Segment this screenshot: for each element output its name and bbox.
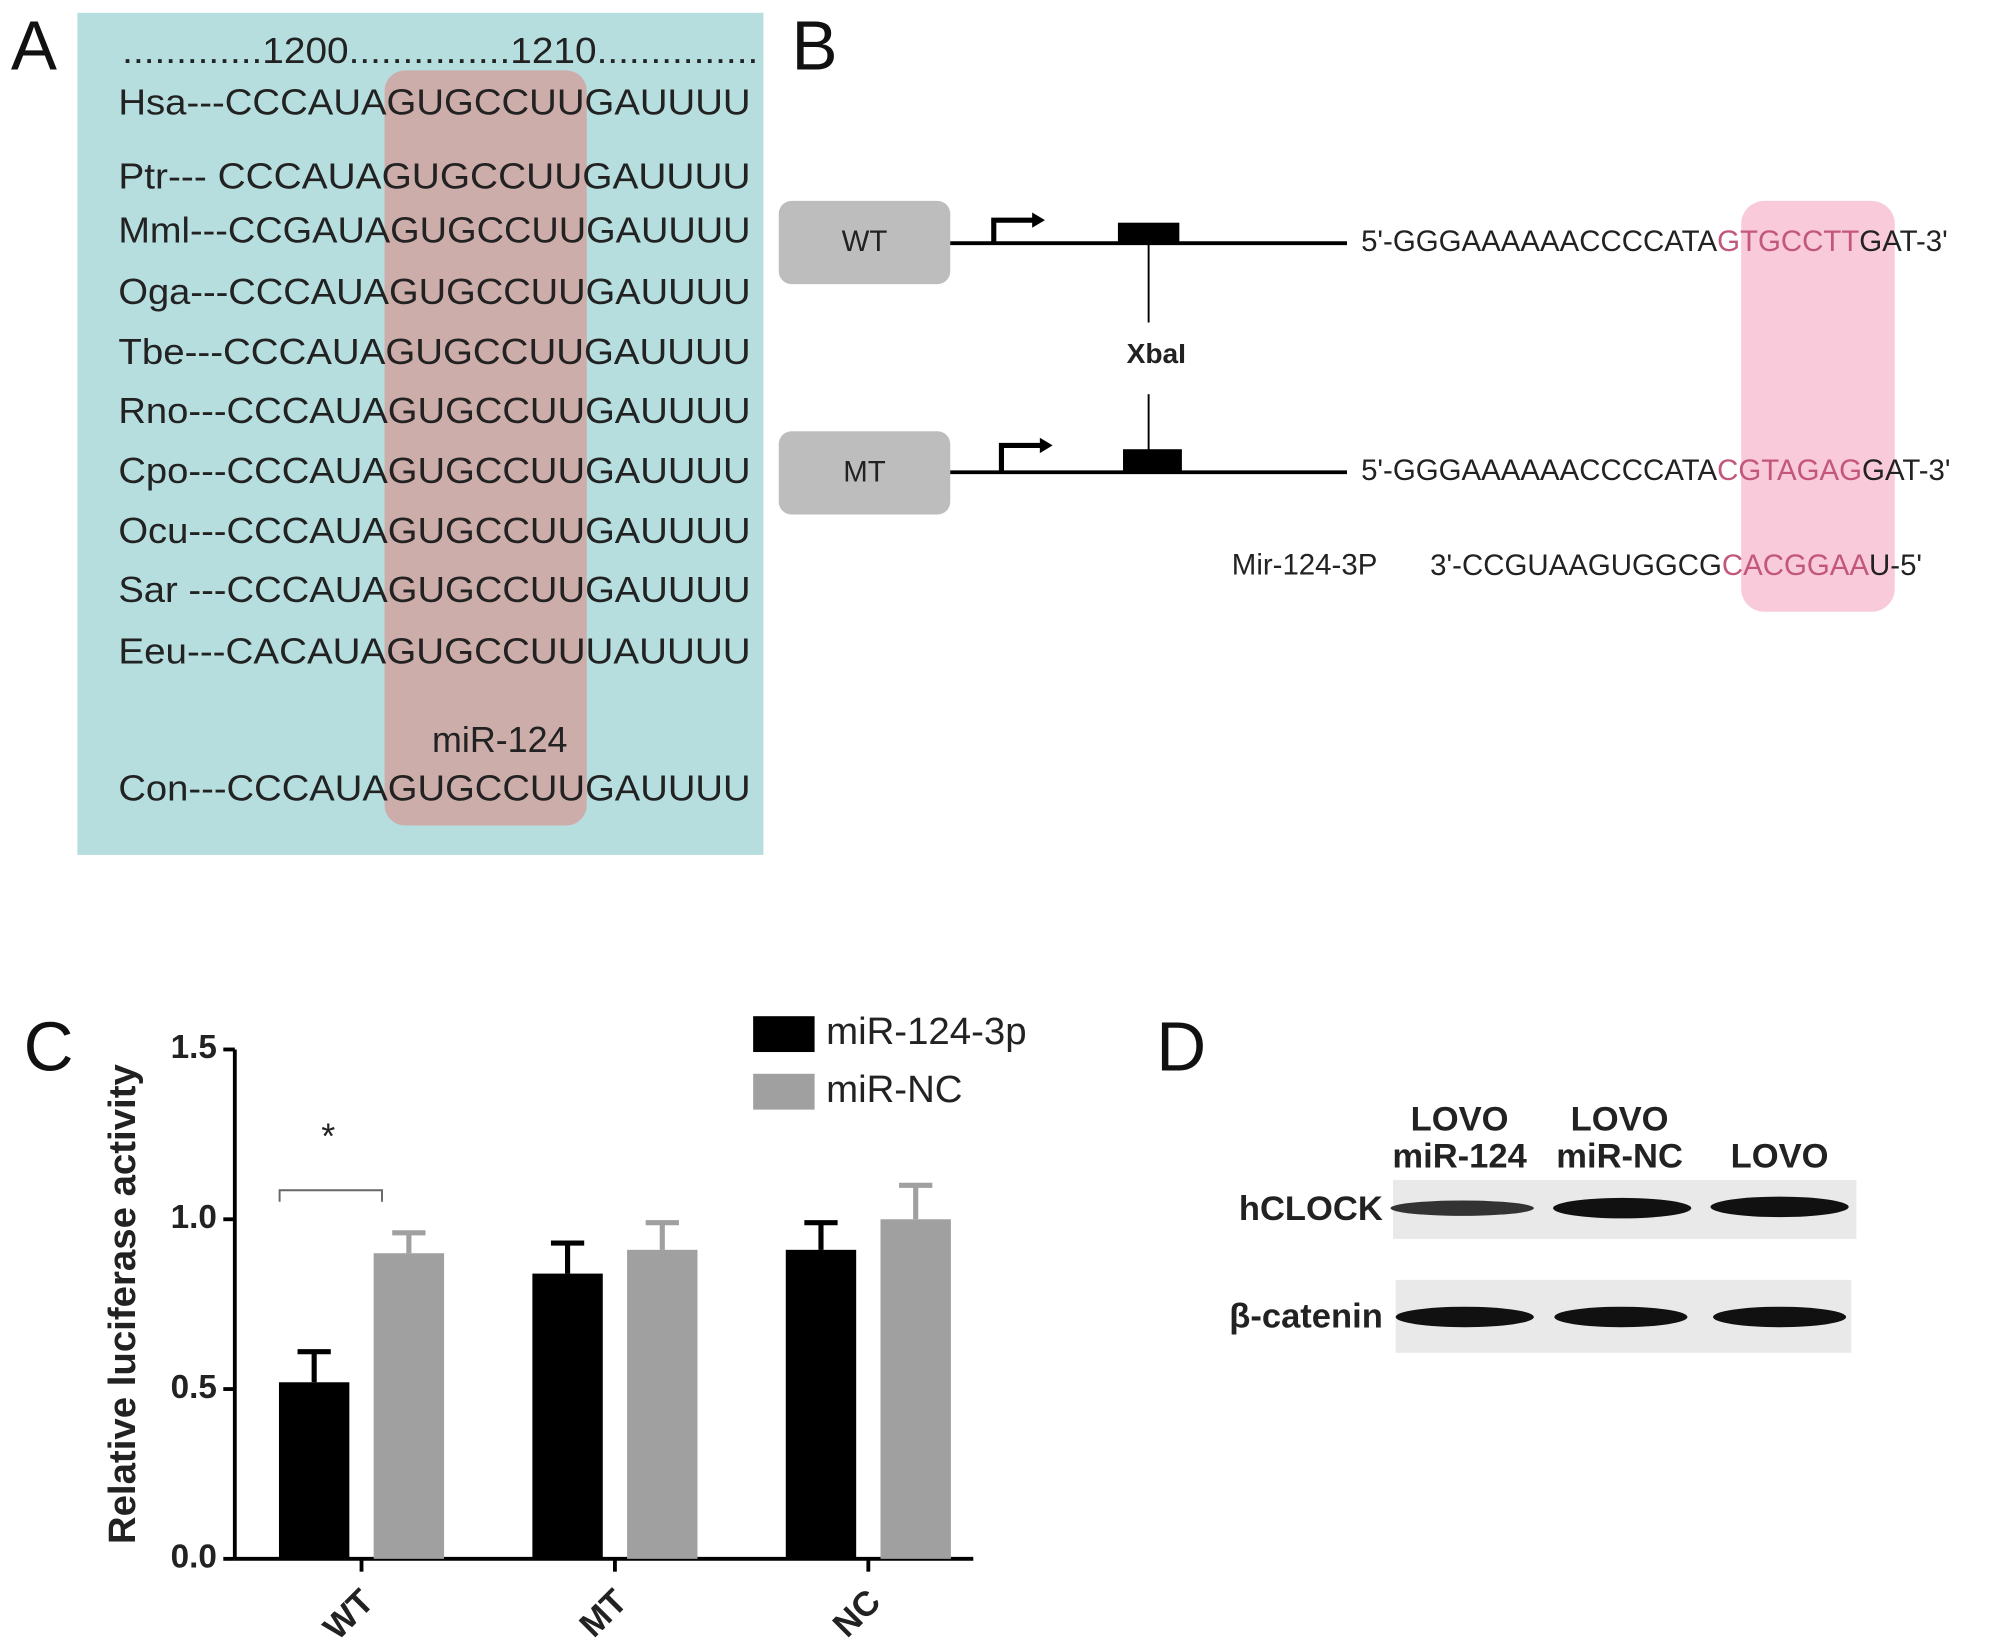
mt-sequence: 5'-GGGAAAAAACCCCATACGTAGAGGAT-3' xyxy=(1361,454,1950,487)
bar xyxy=(880,1219,951,1559)
seed-highlight xyxy=(384,70,587,826)
seq: U-5' xyxy=(1869,549,1922,582)
x-tick-label: WT xyxy=(316,1582,381,1647)
bar xyxy=(627,1249,698,1559)
alignment-row: Con---CCCAUAGUGCCUUGAUUUU xyxy=(118,768,750,808)
site-highlight xyxy=(1741,200,1895,612)
error-bar xyxy=(899,1182,933,1220)
bar xyxy=(785,1249,857,1559)
column-label: LOVO xyxy=(1411,1100,1509,1138)
seq-site: CACGGAA xyxy=(1722,549,1870,582)
mirna-sequence: 3'-CCGUAAGUGGCGCACGGAAU-5' xyxy=(1430,549,1922,582)
x-tick-label: MT xyxy=(573,1582,635,1644)
error-bar xyxy=(645,1220,679,1250)
seq-site: GTGCCTT xyxy=(1717,225,1859,258)
alignment-row: Oga---CCCAUAGUGCCUUGAUUUU xyxy=(118,272,750,312)
alignment-row: Ocu---CCCAUAGUGCCUUGAUUUU xyxy=(118,511,750,551)
blot-band xyxy=(1395,1306,1534,1328)
seq-site: CGTAGAG xyxy=(1717,454,1862,487)
promoter-arrow xyxy=(1032,212,1045,228)
blot-band xyxy=(1390,1200,1534,1216)
mirna-name: Mir-124-3P xyxy=(1232,549,1378,582)
panel-label: D xyxy=(1156,1007,1206,1085)
alignment-row: Sar ---CCCAUAGUGCCUUGAUUUU xyxy=(118,570,750,610)
alignment-row: Eeu---CACAUAGUGCCUUUAUUUU xyxy=(118,631,750,671)
blot-band xyxy=(1553,1197,1692,1219)
seq: GAT-3' xyxy=(1859,225,1947,258)
alignment-row: Mml---CCGAUAGUGCCUUGAUUUU xyxy=(118,210,750,250)
alignment-row: Rno---CCCAUAGUGCCUUGAUUUU xyxy=(118,391,750,431)
panel-label: B xyxy=(792,6,838,84)
legend-label: miR-NC xyxy=(826,1068,962,1111)
alignment-row: Tbe---CCCAUAGUGCCUUGAUUUU xyxy=(118,332,750,372)
alignment-row: Hsa---CCCAUAGUGCCUUGAUUUU xyxy=(118,82,750,122)
column-label: LOVO xyxy=(1571,1100,1669,1138)
construct-label: MT xyxy=(843,455,886,488)
y-tick-label: 1.0 xyxy=(171,1199,217,1236)
construct-label: WT xyxy=(842,225,888,258)
error-bar xyxy=(804,1220,838,1250)
promoter-arrow xyxy=(998,442,1043,473)
legend-swatch xyxy=(753,1016,815,1053)
row-label: hCLOCK xyxy=(1239,1190,1383,1228)
alignment-row: Ptr--- CCCAUAGUGCCUUGAUUUU xyxy=(118,157,750,197)
blot-band xyxy=(1554,1306,1688,1328)
y-tick-label: 0.0 xyxy=(171,1539,217,1576)
bar xyxy=(373,1253,445,1559)
seq: 3'-CCGUAAGUGGCG xyxy=(1430,549,1722,582)
bar xyxy=(278,1382,350,1559)
blot-band xyxy=(1710,1196,1849,1218)
bar xyxy=(532,1273,603,1559)
y-tick-label: 1.5 xyxy=(171,1029,217,1066)
construct-box xyxy=(778,200,951,285)
error-bar xyxy=(297,1349,331,1383)
error-bar xyxy=(550,1240,585,1274)
error-bar xyxy=(392,1230,426,1254)
alignment-rows: Hsa---CCCAUAGUGCCUUGAUUUU Ptr--- CCCAUAGU… xyxy=(118,82,750,808)
promoter-arrow xyxy=(1039,437,1053,454)
position-ruler: .............1200...............1210....… xyxy=(122,31,758,71)
row-label: β-catenin xyxy=(1229,1297,1383,1335)
y-axis-label: Relative luciferase activity xyxy=(101,1064,144,1545)
seq: GAT-3' xyxy=(1862,454,1950,487)
column-label: LOVO xyxy=(1731,1137,1829,1175)
luciferase-block xyxy=(1117,222,1180,244)
chart: 0.0 0.5 1.0 1.5 WT MT NC miR-124-3p miR-NC * xyxy=(171,1010,1027,1647)
y-tick-label: 0.5 xyxy=(171,1369,217,1406)
significance-bracket xyxy=(278,1189,383,1202)
column-label: miR-NC xyxy=(1556,1137,1683,1175)
legend-label: miR-124-3p xyxy=(826,1010,1026,1053)
panel-label: C xyxy=(24,1007,74,1085)
column-label: miR-124 xyxy=(1392,1137,1527,1175)
seq: 5'-GGGAAAAAACCCCATA xyxy=(1361,454,1717,487)
annotation: * xyxy=(321,1117,335,1157)
promoter-arrow xyxy=(991,217,1035,244)
x-tick-label: NC xyxy=(826,1582,888,1644)
luciferase-block xyxy=(1123,449,1182,473)
wt-sequence: 5'-GGGAAAAAACCCCATAGTGCCTTGAT-3' xyxy=(1361,225,1948,258)
legend-swatch xyxy=(753,1073,815,1110)
construct-box xyxy=(778,431,951,515)
highlight-label: miR-124 xyxy=(432,720,567,760)
seq: 5'-GGGAAAAAACCCCATA xyxy=(1361,225,1717,258)
alignment-row: Cpo---CCCAUAGUGCCUUGAUUUU xyxy=(118,451,750,491)
blot-band xyxy=(1713,1306,1847,1328)
panel-label: A xyxy=(11,6,57,84)
site-label: XbaI xyxy=(1127,338,1186,369)
